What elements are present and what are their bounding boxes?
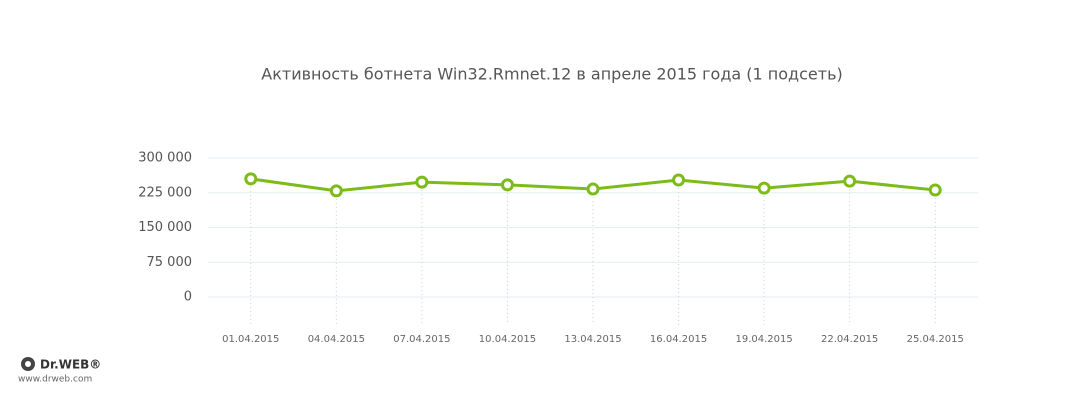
chart-title: Активность ботнета Win32.Rmnet.12 в апре… (261, 65, 842, 84)
logo-url: www.drweb.com (18, 375, 92, 385)
data-point (843, 174, 857, 188)
data-point (329, 184, 343, 198)
x-tick-label: 07.04.2015 (393, 334, 450, 345)
x-tick-label: 04.04.2015 (308, 334, 365, 345)
data-point (757, 181, 771, 195)
logo-brand: Dr.WEB® (40, 358, 101, 372)
logo: Dr.WEB® www.drweb.com (18, 357, 101, 385)
y-tick-label: 75 000 (147, 255, 193, 270)
x-tick-label: 22.04.2015 (821, 334, 878, 345)
data-point (500, 178, 514, 192)
x-tick-label: 13.04.2015 (564, 334, 621, 345)
data-point (586, 182, 600, 196)
y-tick-label: 0 (184, 290, 192, 305)
logo-icon-eye (25, 361, 31, 367)
x-tick-label: 25.04.2015 (907, 334, 964, 345)
x-tick-label: 10.04.2015 (479, 334, 536, 345)
x-tick-label: 19.04.2015 (735, 334, 792, 345)
data-point (672, 173, 686, 187)
y-tick-label: 150 000 (138, 220, 192, 235)
data-point (415, 175, 429, 189)
data-point (244, 172, 258, 186)
y-tick-label: 300 000 (138, 151, 192, 166)
x-tick-label: 01.04.2015 (222, 334, 279, 345)
y-tick-label: 225 000 (138, 185, 192, 200)
data-point (928, 183, 942, 197)
x-tick-label: 16.04.2015 (650, 334, 707, 345)
